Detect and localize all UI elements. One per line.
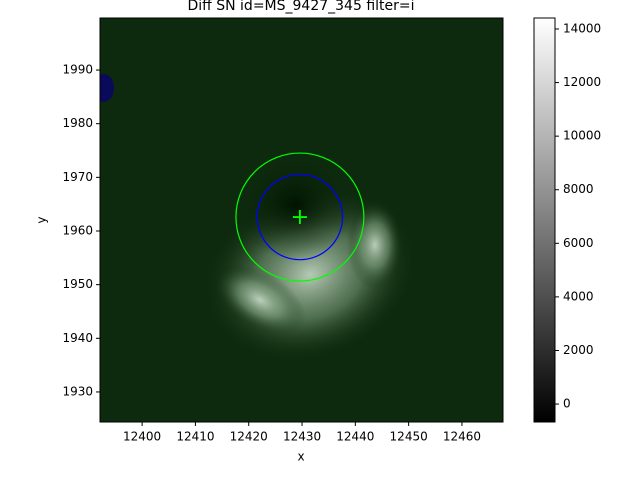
x-tick-label: 12420 bbox=[230, 430, 268, 444]
aperture-circle bbox=[235, 152, 365, 282]
colorbar-tick-label: 10000 bbox=[563, 129, 601, 143]
x-tick-label: 12440 bbox=[336, 430, 374, 444]
colorbar-tick-label: 6000 bbox=[563, 236, 594, 250]
x-axis-label: x bbox=[297, 450, 304, 464]
image-blue bbox=[100, 74, 114, 102]
image-blob bbox=[347, 200, 403, 290]
colorbar-tick-label: 2000 bbox=[563, 343, 594, 357]
x-tick-label: 12410 bbox=[176, 430, 214, 444]
colorbar bbox=[533, 17, 556, 423]
colorbar-tick-label: 12000 bbox=[563, 75, 601, 89]
x-tick-label: 12430 bbox=[283, 430, 321, 444]
y-tick-label: 1980 bbox=[62, 116, 93, 130]
y-tick-label: 1950 bbox=[62, 277, 93, 291]
center-marker bbox=[292, 210, 307, 225]
colorbar-tick-label: 4000 bbox=[563, 289, 594, 303]
y-tick-label: 1970 bbox=[62, 170, 93, 184]
colorbar-tick-label: 14000 bbox=[563, 21, 601, 35]
chart-title: Diff SN id=MS_9427_345 filter=i bbox=[187, 0, 414, 14]
image-dark bbox=[235, 150, 355, 260]
colorbar-tick-label: 8000 bbox=[563, 182, 594, 196]
y-axis-label: y bbox=[35, 216, 49, 223]
colorbar-tick-label: 0 bbox=[563, 397, 571, 411]
y-tick-label: 1930 bbox=[62, 384, 93, 398]
y-tick-label: 1960 bbox=[62, 223, 93, 237]
y-tick-label: 1940 bbox=[62, 331, 93, 345]
image bbox=[100, 18, 503, 422]
aperture-circle bbox=[256, 173, 344, 261]
image-blob bbox=[214, 265, 306, 335]
y-tick-label: 1990 bbox=[62, 63, 93, 77]
plot-frame bbox=[99, 17, 504, 423]
x-tick-label: 12450 bbox=[390, 430, 428, 444]
x-tick-label: 12460 bbox=[443, 430, 481, 444]
x-tick-label: 12400 bbox=[123, 430, 161, 444]
